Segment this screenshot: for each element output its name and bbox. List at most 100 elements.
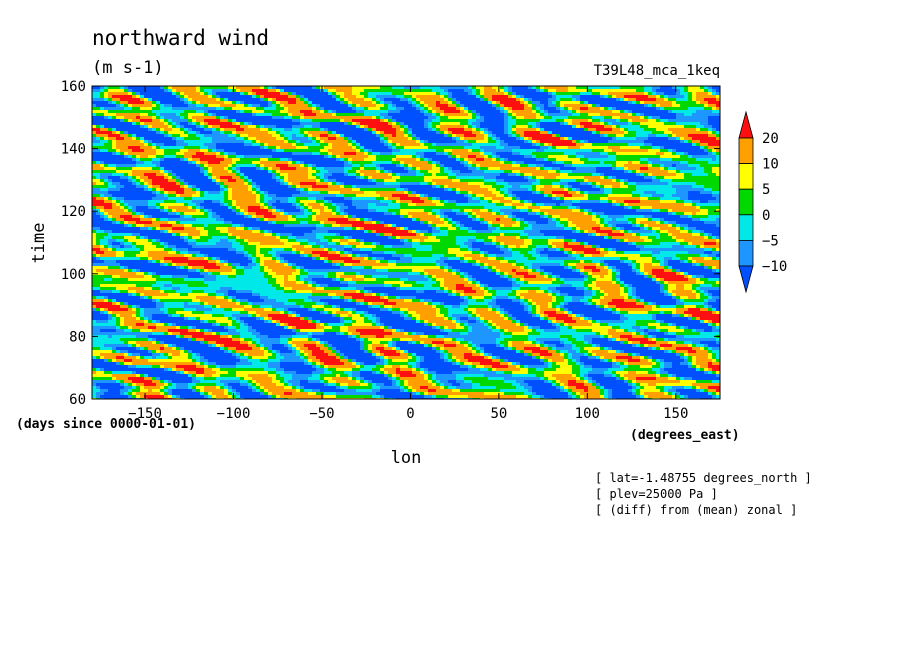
- contour-cell: [640, 134, 645, 138]
- contour-cell: [96, 92, 101, 96]
- contour-cell: [444, 170, 449, 174]
- contour-cell: [484, 128, 489, 132]
- contour-cell: [468, 140, 473, 144]
- contour-cell: [488, 128, 493, 132]
- contour-cell: [276, 179, 281, 183]
- contour-cell: [216, 128, 221, 132]
- contour-cell: [280, 134, 285, 138]
- contour-cell: [444, 107, 449, 111]
- contour-cell: [652, 152, 657, 156]
- contour-cell: [212, 137, 217, 141]
- contour-cell: [280, 119, 285, 123]
- contour-cell: [620, 119, 625, 123]
- contour-cell: [336, 149, 341, 153]
- contour-cell: [600, 152, 605, 156]
- contour-cell: [144, 161, 149, 165]
- contour-cell: [220, 152, 225, 156]
- contour-cell: [708, 167, 713, 171]
- contour-cell: [448, 89, 453, 93]
- contour-cell: [300, 104, 305, 108]
- contour-cell: [128, 152, 133, 156]
- contour-cell: [624, 146, 629, 150]
- contour-cell: [444, 95, 449, 99]
- contour-cell: [340, 155, 345, 159]
- contour-cell: [704, 98, 709, 102]
- contour-cell: [696, 149, 701, 153]
- contour-cell: [628, 125, 633, 129]
- contour-cell: [576, 161, 581, 165]
- contour-cell: [268, 179, 273, 183]
- contour-cell: [364, 176, 369, 180]
- contour-cell: [136, 176, 141, 180]
- contour-cell: [484, 149, 489, 153]
- contour-cell: [128, 116, 133, 120]
- contour-cell: [704, 176, 709, 180]
- contour-cell: [528, 86, 533, 90]
- contour-cell: [544, 104, 549, 108]
- contour-cell: [312, 86, 317, 90]
- contour-cell: [704, 161, 709, 165]
- contour-cell: [544, 86, 549, 90]
- contour-cell: [528, 140, 533, 144]
- contour-cell: [196, 98, 201, 102]
- contour-cell: [516, 143, 521, 147]
- contour-cell: [444, 161, 449, 165]
- contour-cell: [596, 95, 601, 99]
- contour-cell: [276, 161, 281, 165]
- contour-cell: [568, 131, 573, 135]
- contour-cell: [624, 116, 629, 120]
- contour-cell: [332, 152, 337, 156]
- contour-cell: [172, 134, 177, 138]
- contour-cell: [368, 170, 373, 174]
- contour-cell: [100, 101, 105, 105]
- contour-cell: [632, 164, 637, 168]
- contour-cell: [484, 134, 489, 138]
- contour-cell: [408, 122, 413, 126]
- contour-cell: [608, 161, 613, 165]
- contour-cell: [468, 161, 473, 165]
- contour-cell: [256, 137, 261, 141]
- contour-cell: [512, 101, 517, 105]
- contour-cell: [248, 128, 253, 132]
- contour-cell: [596, 179, 601, 183]
- contour-cell: [232, 146, 237, 150]
- contour-cell: [516, 113, 521, 117]
- contour-cell: [288, 119, 293, 123]
- contour-cell: [464, 134, 469, 138]
- contour-cell: [476, 122, 481, 126]
- contour-cell: [716, 113, 720, 117]
- contour-cell: [556, 158, 561, 162]
- contour-cell: [260, 167, 265, 171]
- contour-cell: [236, 122, 241, 126]
- contour-cell: [400, 95, 405, 99]
- contour-cell: [220, 113, 225, 117]
- contour-cell: [532, 179, 537, 183]
- contour-cell: [576, 149, 581, 153]
- contour-cell: [304, 167, 309, 171]
- contour-cell: [284, 119, 289, 123]
- contour-cell: [552, 140, 557, 144]
- contour-cell: [148, 98, 153, 102]
- contour-cell: [524, 101, 529, 105]
- contour-cell: [172, 158, 177, 162]
- contour-cell: [424, 170, 429, 174]
- contour-cell: [512, 104, 517, 108]
- contour-cell: [216, 146, 221, 150]
- contour-cell: [680, 164, 685, 168]
- contour-cell: [404, 89, 409, 93]
- contour-cell: [452, 158, 457, 162]
- contour-cell: [668, 113, 673, 117]
- contour-cell: [340, 137, 345, 141]
- contour-cell: [420, 113, 425, 117]
- contour-cell: [428, 89, 433, 93]
- contour-cell: [308, 101, 313, 105]
- contour-cell: [396, 143, 401, 147]
- contour-cell: [572, 116, 577, 120]
- contour-cell: [184, 101, 189, 105]
- contour-cell: [624, 176, 629, 180]
- contour-cell: [196, 107, 201, 111]
- contour-cell: [420, 86, 425, 90]
- contour-cell: [220, 119, 225, 123]
- contour-cell: [184, 86, 189, 90]
- contour-cell: [412, 98, 417, 102]
